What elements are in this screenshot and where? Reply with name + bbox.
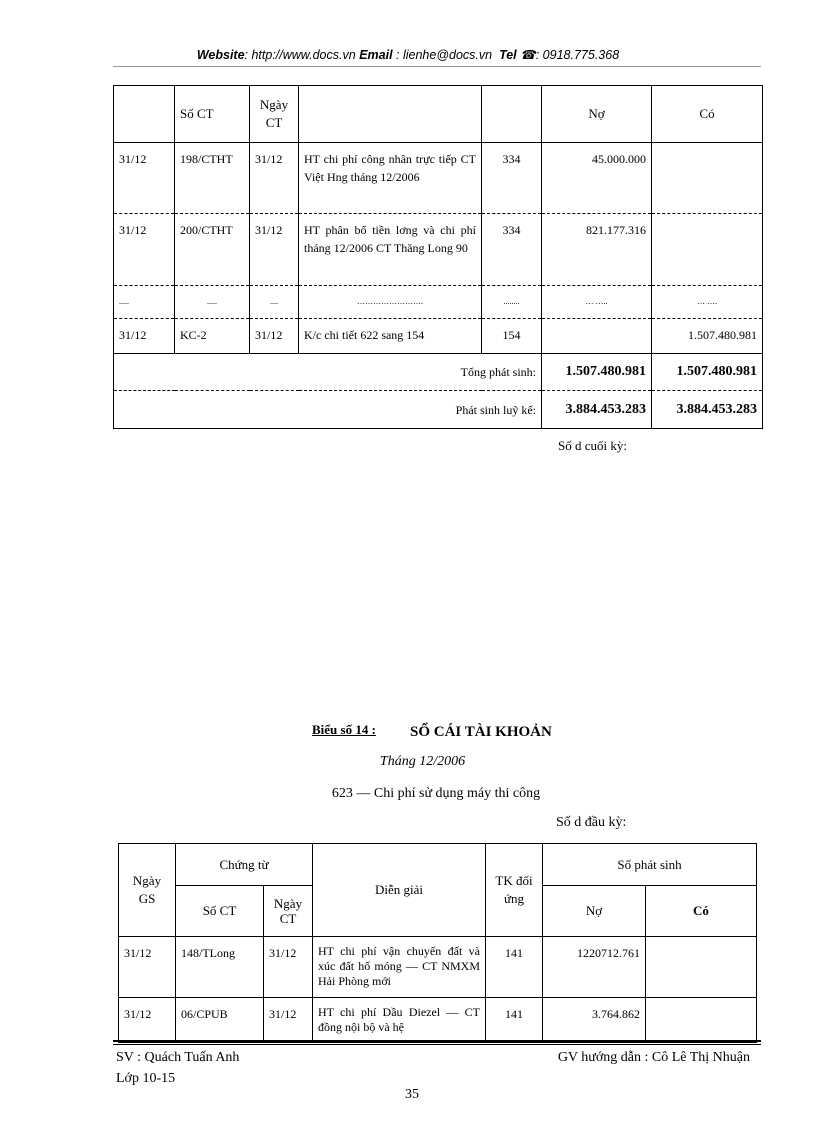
section-label: Biểu số 14 : xyxy=(312,722,376,737)
website[interactable]: : http://www.docs.vn xyxy=(244,48,356,62)
account-name: 623 — Chi phí sử dụng máy thi công xyxy=(331,786,541,801)
footer-advisor: GV hướng dẫn : Cô Lê Thị Nhuận xyxy=(557,1050,750,1065)
footer-student: SV : Quách Tuấn Anh xyxy=(116,1050,240,1065)
tel-label: Tel xyxy=(499,48,517,62)
section-title: SỔ CÁI TÀI KHOẢN xyxy=(410,724,552,740)
footer-divider xyxy=(113,1040,761,1045)
header-divider xyxy=(113,66,761,67)
table-row: ..............…………………….........… …..… …. xyxy=(113,285,763,319)
ledger-table-622: Số CT Ngày CT Nợ Có 31/12 198/CTHT 31/12 HT… xyxy=(113,85,763,429)
page-header: Website: http://www.docs.vn Email : lien… xyxy=(0,47,816,62)
website-label: Website xyxy=(196,48,245,62)
table-subheader: Số CT Ngày CT Nợ Có xyxy=(119,885,757,937)
table-row: 31/12 148/TLong 31/12 HT chi phí vận chuyển… xyxy=(118,936,757,998)
closing-balance: Số d cuối kỳ: xyxy=(558,438,627,453)
opening-balance: Số d đầu kỳ: xyxy=(556,815,627,830)
table-row: 31/12 KC-2 31/12 K/c chi tiết 622 sang 154 1… xyxy=(113,318,763,354)
section-month: Tháng 12/2006 xyxy=(379,754,466,769)
tel: : 0918.775.368 xyxy=(535,48,620,62)
email-label: Email xyxy=(359,48,393,62)
page-number: 35 xyxy=(405,1087,419,1102)
email[interactable]: : lienhe@docs.vn xyxy=(392,48,493,62)
total-row: Tổng phát sinh: 1.507.480.981 1.507.480.… xyxy=(113,353,763,391)
table-row: 31/12 198/CTHT 31/12 HT chi phí công nhân t… xyxy=(113,142,763,214)
footer-class: Lớp 10-15 xyxy=(116,1071,176,1086)
table-row: 31/12 200/CTHT 31/12 HT phân bổ tiền lơng v… xyxy=(113,213,763,286)
table-header: Ngày GS Chứng từ Diễn giải TK đối ứng Số… xyxy=(118,843,757,937)
phone-icon: ☎ xyxy=(520,48,536,62)
table-row: 31/12 06/CPUB 31/12 HT chi phí Dầu Diezel —… xyxy=(118,997,757,1043)
cumulative-row: Phát sinh luỹ kế: 3.884.453.283 3.884.45… xyxy=(113,390,763,429)
ledger-table-623: Ngày GS Chứng từ Diễn giải TK đối ứng Số… xyxy=(118,843,757,1043)
table-header: Số CT Ngày CT Nợ Có xyxy=(113,85,763,143)
